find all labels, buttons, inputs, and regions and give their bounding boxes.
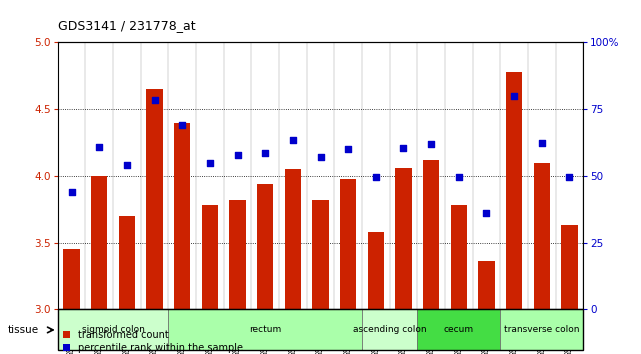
Text: tissue: tissue [7,325,38,335]
Bar [395,168,412,309]
Bar [58,309,169,350]
Point [288,137,298,143]
Text: ascending colon: ascending colon [353,325,426,335]
Point [94,144,104,149]
Point [177,122,187,128]
Bar [146,89,163,309]
Point [481,211,492,216]
Bar [367,232,384,309]
Point [509,93,519,99]
Bar [533,162,550,309]
Bar [229,200,246,309]
Point [398,145,408,151]
Bar [451,205,467,309]
Point [67,189,77,195]
Bar [201,205,218,309]
Point [564,175,574,180]
Point [370,175,381,180]
Point [426,141,437,147]
Bar [119,216,135,309]
Text: sigmoid colon: sigmoid colon [81,325,144,335]
Text: transverse colon: transverse colon [504,325,579,335]
Text: GDS3141 / 231778_at: GDS3141 / 231778_at [58,19,196,32]
Bar [362,309,417,350]
Bar [63,249,80,309]
Bar [340,179,356,309]
Point [149,97,160,103]
Point [122,162,132,168]
Bar [423,160,440,309]
Bar [312,200,329,309]
Point [537,140,547,145]
Point [343,147,353,152]
Bar [506,72,522,309]
Point [315,154,326,160]
Bar [561,225,578,309]
Point [233,152,243,158]
Bar [501,309,583,350]
Bar [478,261,495,309]
Bar [174,122,190,309]
Text: rectum: rectum [249,325,281,335]
Bar [91,176,108,309]
Legend: transformed count, percentile rank within the sample: transformed count, percentile rank withi… [63,330,243,353]
Bar [257,184,274,309]
Bar [417,309,501,350]
Point [204,160,215,165]
Point [454,175,464,180]
Bar [285,169,301,309]
Point [260,150,271,156]
Text: cecum: cecum [444,325,474,335]
Bar [169,309,362,350]
